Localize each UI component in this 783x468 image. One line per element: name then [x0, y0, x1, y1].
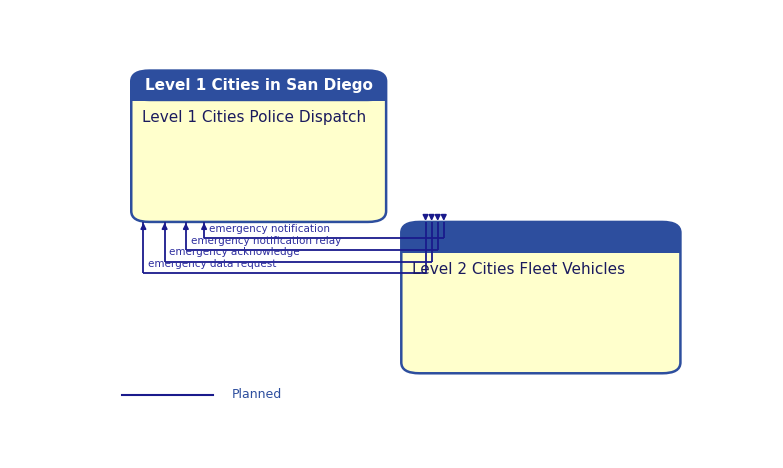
Bar [132, 85, 386, 101]
FancyBboxPatch shape [402, 222, 680, 253]
Text: Level 2 Cities Fleet Vehicles: Level 2 Cities Fleet Vehicles [412, 262, 626, 277]
Text: Level 1 Cities Police Dispatch: Level 1 Cities Police Dispatch [143, 110, 366, 125]
Text: emergency notification: emergency notification [209, 224, 330, 234]
Text: emergency data request: emergency data request [148, 259, 276, 269]
Text: Level 1 Cities in San Diego: Level 1 Cities in San Diego [145, 78, 373, 94]
Text: Planned: Planned [232, 388, 282, 402]
Text: emergency notification relay: emergency notification relay [191, 236, 341, 246]
Text: emergency acknowledge: emergency acknowledge [169, 247, 300, 257]
FancyBboxPatch shape [132, 71, 386, 101]
Bar [402, 237, 680, 253]
FancyBboxPatch shape [402, 222, 680, 373]
FancyBboxPatch shape [132, 71, 386, 222]
